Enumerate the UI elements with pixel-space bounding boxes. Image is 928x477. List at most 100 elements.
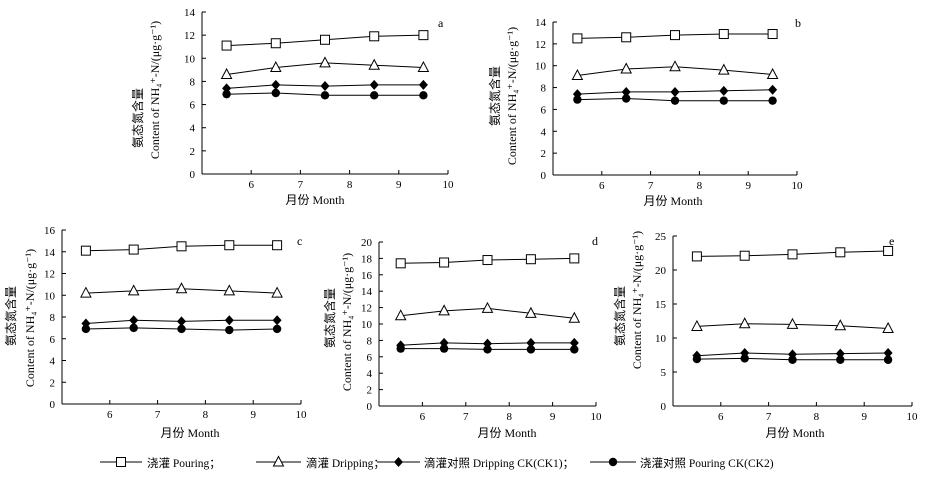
panel-a-series-dripping-point xyxy=(220,67,233,79)
panel-a-ytick-label: 4 xyxy=(190,123,196,135)
panel-d-series-dripping-ck-point xyxy=(526,337,536,348)
panel-e-series-pouring-point xyxy=(691,251,702,262)
panel-b-series-dripping-point xyxy=(571,68,584,81)
panel-a-letter: a xyxy=(438,16,444,30)
panel-b-ylabel-cn: 氨态氮含量 xyxy=(487,66,502,126)
panel-e-series-pouring-point xyxy=(739,250,750,261)
legend-item-pouring-ck: 浇灌对照 Pouring CK(CK2) xyxy=(590,456,774,470)
legend-label-pouring: 浇灌 Pouring； xyxy=(147,457,221,470)
panel-e-series-pouring-point xyxy=(835,247,846,258)
panel-e: 氨态氮含量 Content of NH₄⁺-N/(μg·g⁻¹) 月份 Mont… xyxy=(612,231,918,440)
panel-e-xtick-label: 10 xyxy=(907,411,919,423)
panel-e-ylabel-en: Content of NH₄⁺-N/(μg·g⁻¹) xyxy=(630,231,644,369)
panel-a-ylabel-cn: 氨态氮含量 xyxy=(130,88,145,148)
panel-c-series-dripping-point xyxy=(175,282,188,294)
panel-c-ytick-label: 16 xyxy=(44,225,56,237)
panel-d-ytick-label: 8 xyxy=(367,335,373,347)
panel-d-series-dripping-point xyxy=(525,306,537,318)
panel-c-xtick-label: 7 xyxy=(155,409,161,421)
panel-c-series-pouring-point xyxy=(272,240,283,251)
panel-c-ytick-label: 0 xyxy=(50,399,56,411)
panel-c-series-dripping-point xyxy=(80,286,92,298)
legend-item-dripping: 滴灌 Dripping； xyxy=(256,455,385,470)
panel-c: 氨态氮含量 Content of NH₄⁺-N/(μg·g⁻¹) 月份 Mont… xyxy=(3,225,307,440)
panel-c-ytick-label: 14 xyxy=(44,247,56,259)
panel-b-series-dripping-ck-point xyxy=(670,86,680,97)
panel-a-series-pouring-point xyxy=(270,38,281,49)
panel-c-series-dripping-point xyxy=(127,284,140,296)
panel-c-ytick-label: 6 xyxy=(50,334,56,346)
panel-d-ytick-label: 2 xyxy=(367,385,373,397)
panel-e-series-dripping-point xyxy=(691,319,703,331)
panel-b-xtick-label: 6 xyxy=(599,180,605,192)
panel-b-xtick-label: 8 xyxy=(697,180,703,192)
panel-c-series-pouring-ck-point xyxy=(272,324,282,334)
panel-c-series-dripping-ck-point xyxy=(272,315,282,326)
legend-marker xyxy=(116,457,126,467)
panel-e-series-pouring-ck-point xyxy=(740,354,749,363)
panel-c-series-pouring-ck-point xyxy=(129,323,138,333)
panel-e-xtick-label: 9 xyxy=(861,411,867,423)
panel-b-series-pouring-point xyxy=(767,29,778,40)
panel-c-xtick-label: 6 xyxy=(107,409,113,421)
panel-a-series-pouring-ck-point xyxy=(419,91,428,100)
panel-b-series-dripping-point xyxy=(717,63,730,75)
panel-b-series-pouring-ck-point xyxy=(719,96,728,105)
legend-item-pouring: 浇灌 Pouring； xyxy=(100,457,221,470)
panel-e-xtick-label: 8 xyxy=(814,411,820,423)
panel-e-series-dripping-point xyxy=(786,317,799,329)
panel-e-xtick-label: 7 xyxy=(766,411,772,423)
panel-b-series-pouring-point xyxy=(572,33,583,44)
panel-d-ytick-label: 12 xyxy=(361,303,372,315)
panel-b-ytick-label: 0 xyxy=(541,170,547,182)
panel-a-series-dripping-ck-point xyxy=(369,79,379,90)
panel-d-ytick-label: 0 xyxy=(367,401,373,413)
panel-c-letter: c xyxy=(297,234,302,248)
panel-b-series-pouring-point xyxy=(718,29,729,40)
panel-d-series-pouring-ck-point xyxy=(570,345,579,354)
panel-a-series-dripping-ck-point xyxy=(271,79,281,90)
panel-a-ytick-label: 14 xyxy=(184,7,196,19)
legend-label-dripping: 滴灌 Dripping； xyxy=(306,456,385,470)
panel-e-series-pouring-ck-point xyxy=(788,355,797,364)
panel-d-series-dripping-point xyxy=(438,304,450,316)
panel-b-xtick-label: 7 xyxy=(648,180,654,192)
panel-a-ytick-label: 0 xyxy=(190,169,196,181)
panel-c-series-dripping-ck-point xyxy=(129,315,139,326)
panel-c-series-dripping-ck-point xyxy=(224,315,234,326)
panel-a-xtick-label: 7 xyxy=(298,179,304,191)
panel-b-xlabel: 月份 Month xyxy=(643,194,702,208)
panel-a-series-dripping-ck-point xyxy=(418,79,428,90)
panel-c-series-pouring-ck-point xyxy=(177,324,186,334)
panel-b-series-pouring-ck-point xyxy=(768,96,777,105)
legend-marker xyxy=(608,457,618,467)
panel-d-series-pouring-ck-point xyxy=(439,344,449,353)
panel-b-ytick-label: 8 xyxy=(541,83,547,95)
panel-d-xlabel: 月份 Month xyxy=(477,426,536,440)
panel-d-ylabel-cn: 氨态氮含量 xyxy=(322,288,337,348)
panel-c-series-pouring-point xyxy=(176,241,187,252)
panel-b-ylabel-en: Content of NH₄⁺-N/(μg·g⁻¹) xyxy=(505,27,519,165)
panel-a-series-dripping-point xyxy=(319,56,331,68)
panel-b-series-pouring-ck-point xyxy=(622,94,631,103)
panel-b-series-pouring-ck-point xyxy=(573,95,582,104)
panel-b-ytick-label: 12 xyxy=(535,39,546,51)
panel-c-xlabel: 月份 Month xyxy=(160,426,219,440)
panel-c-series-dripping-point xyxy=(223,284,236,296)
panel-b-series-dripping-point xyxy=(669,60,681,72)
panel-a-series-pouring-ck-point xyxy=(370,91,379,100)
panel-b-xtick-label: 10 xyxy=(792,180,804,192)
panel-d-series-pouring-ck-point xyxy=(483,345,492,354)
panel-b-series-dripping-ck-point xyxy=(719,85,729,96)
panel-a-series-dripping-point xyxy=(269,60,282,73)
panel-e-series-dripping-point xyxy=(834,319,847,331)
panel-a-xlabel: 月份 Month xyxy=(285,193,344,207)
panel-a-series-pouring-ck-point xyxy=(222,89,231,99)
panel-b-xtick-label: 9 xyxy=(745,180,751,192)
panel-e-ytick-label: 15 xyxy=(655,299,667,311)
panel-b-series-dripping-point xyxy=(766,67,779,79)
panel-e-series-dripping-ck-point xyxy=(835,348,845,359)
panel-c-ytick-label: 2 xyxy=(50,377,56,389)
panel-a-xtick-label: 8 xyxy=(347,179,353,191)
